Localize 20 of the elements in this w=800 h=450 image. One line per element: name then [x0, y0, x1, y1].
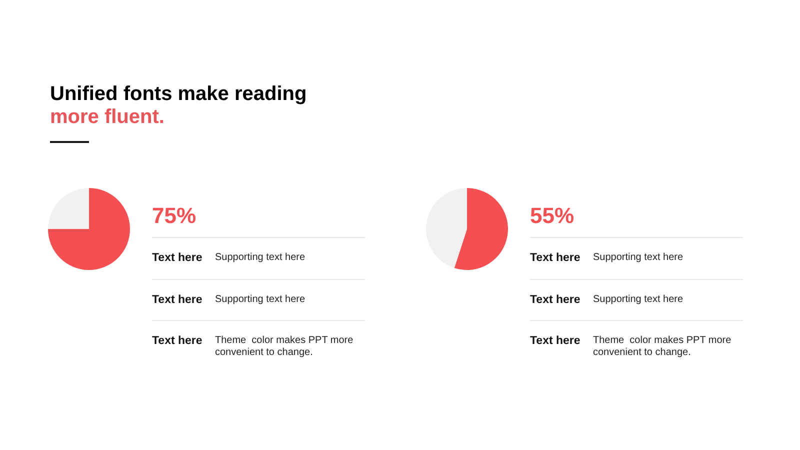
- text: Theme color makes PPT more convenient to change.: [215, 335, 354, 360]
- text: Supporting text here: [593, 252, 684, 265]
- text: Text here: [530, 294, 582, 308]
- text: Text here: [152, 294, 204, 308]
- text: Text here: [152, 252, 204, 266]
- text: Supporting text here: [215, 294, 306, 306]
- data-label: 75%: [152, 203, 196, 228]
- text: Supporting text here: [215, 252, 306, 265]
- text: Text here: [530, 335, 582, 349]
- pie-slice: [48, 188, 89, 229]
- pie-slice: [426, 188, 467, 268]
- data-label: 55%: [530, 203, 574, 228]
- text: more fluent.: [50, 106, 166, 128]
- pie-slice: [48, 188, 130, 270]
- text: Unified fonts make reading: [50, 82, 307, 106]
- text: Text here: [530, 252, 582, 266]
- text: Theme color makes PPT more convenient to change.: [593, 335, 732, 360]
- text: Supporting text here: [593, 294, 684, 306]
- pie-slice: [454, 188, 508, 270]
- text: Text here: [152, 335, 204, 349]
